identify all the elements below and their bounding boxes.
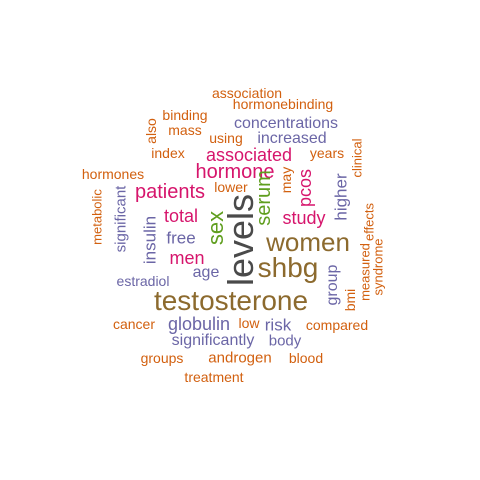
- word-blood: blood: [288, 350, 324, 366]
- word-estradiol: estradiol: [116, 273, 170, 289]
- word-pcos: pcos: [295, 168, 315, 208]
- word-mass: mass: [168, 122, 202, 138]
- word-women: women: [266, 227, 350, 257]
- word-groups: groups: [140, 350, 184, 366]
- word-higher: higher: [331, 173, 351, 221]
- word-risk: risk: [264, 315, 292, 335]
- word-association: association: [211, 85, 283, 101]
- word-free: free: [166, 228, 196, 248]
- word-lower: lower: [214, 179, 248, 195]
- word-globulin: globulin: [167, 314, 231, 334]
- word-hormones: hormones: [81, 166, 145, 182]
- word-hormonebinding: hormonebinding: [232, 96, 334, 112]
- word-associated: associated: [205, 145, 293, 165]
- word-concentrations: concentrations: [233, 115, 339, 132]
- word-testosterone: testosterone: [153, 285, 309, 316]
- word-body: body: [268, 332, 302, 350]
- word-treatment: treatment: [184, 369, 244, 385]
- word-syndrome: syndrome: [370, 238, 386, 296]
- word-compared: compared: [305, 317, 369, 333]
- word-total: total: [163, 206, 199, 226]
- word-levels: levels: [220, 193, 261, 287]
- word-increased: increased: [257, 130, 327, 147]
- word-clinical: clinical: [349, 138, 365, 178]
- word-age: age: [192, 264, 220, 281]
- word-index: index: [151, 145, 185, 161]
- word-metabolic: metabolic: [89, 189, 105, 245]
- word-study: study: [282, 208, 326, 228]
- word-androgen: androgen: [208, 349, 272, 367]
- word-shbg: shbg: [257, 252, 319, 283]
- word-years: years: [309, 145, 345, 161]
- word-measured: measured: [357, 243, 373, 301]
- word-also: also: [143, 118, 159, 144]
- word-cancer: cancer: [112, 316, 156, 332]
- word-using: using: [209, 130, 243, 146]
- word-men: men: [169, 248, 205, 268]
- word-significant: significant: [112, 185, 130, 253]
- word-hormone: hormone: [195, 161, 275, 183]
- word-bmi: bmi: [342, 288, 358, 312]
- word-binding: binding: [162, 107, 208, 123]
- word-patients: patients: [134, 181, 206, 203]
- word-effects: effects: [361, 202, 377, 242]
- word-significantly: significantly: [171, 332, 255, 349]
- word-may: may: [278, 166, 294, 194]
- word-low: low: [238, 315, 260, 331]
- word-group: group: [324, 264, 341, 306]
- word-insulin: insulin: [140, 215, 160, 265]
